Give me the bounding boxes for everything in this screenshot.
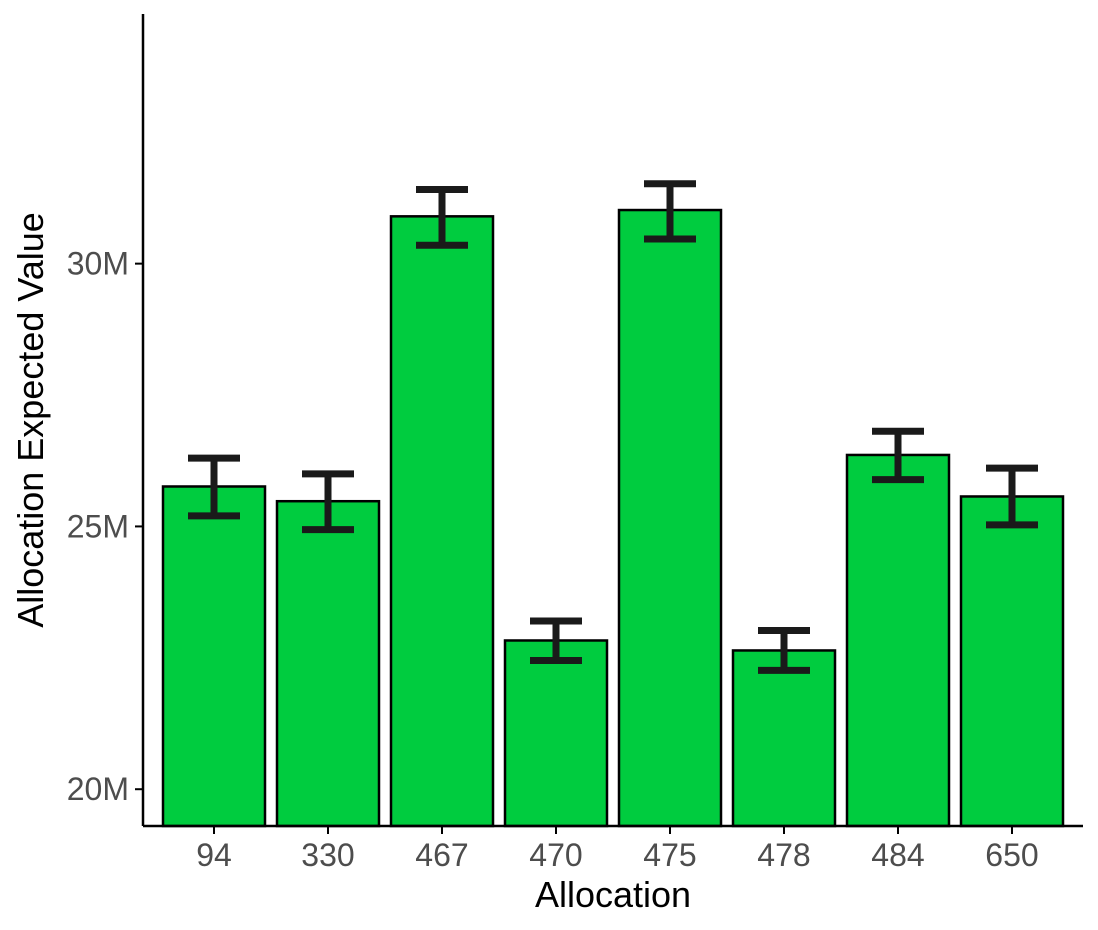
x-tick-label: 94	[196, 837, 232, 873]
bar-475	[617, 208, 723, 828]
error-bar-484	[872, 427, 924, 484]
y-tick-label: 20M	[67, 771, 129, 807]
x-axis-title: Allocation	[535, 874, 691, 915]
error-bars-layer	[188, 180, 1038, 674]
axes-layer	[141, 14, 1083, 828]
y-axis-title: Allocation Expected Value	[10, 212, 51, 628]
bar-467	[389, 215, 495, 828]
x-tick-label: 484	[871, 837, 924, 873]
x-tick-label: 475	[643, 837, 696, 873]
error-bar-330	[302, 470, 354, 534]
error-bar-475	[644, 180, 696, 243]
y-tick-label: 25M	[67, 508, 129, 544]
x-tick-label: 470	[529, 837, 582, 873]
x-tick-label: 650	[985, 837, 1038, 873]
error-bar-478	[758, 626, 810, 674]
bar-484	[845, 453, 951, 828]
ticks-layer: 94 330 467 470 475 478 484 650 20M 25M 30M	[67, 246, 1039, 873]
y-tick-label: 30M	[67, 246, 129, 282]
bar-478	[731, 649, 837, 828]
bar-330	[275, 499, 381, 828]
x-tick-label: 478	[757, 837, 810, 873]
error-bar-650	[986, 464, 1038, 529]
bars-layer	[161, 208, 1065, 828]
bar-470	[503, 639, 609, 828]
x-tick-label: 330	[301, 837, 354, 873]
error-bar-467	[416, 186, 468, 249]
bar-650	[959, 495, 1065, 828]
bar-94	[161, 485, 267, 828]
error-bar-470	[530, 617, 582, 664]
error-bar-94	[188, 454, 240, 520]
x-tick-label: 467	[415, 837, 468, 873]
